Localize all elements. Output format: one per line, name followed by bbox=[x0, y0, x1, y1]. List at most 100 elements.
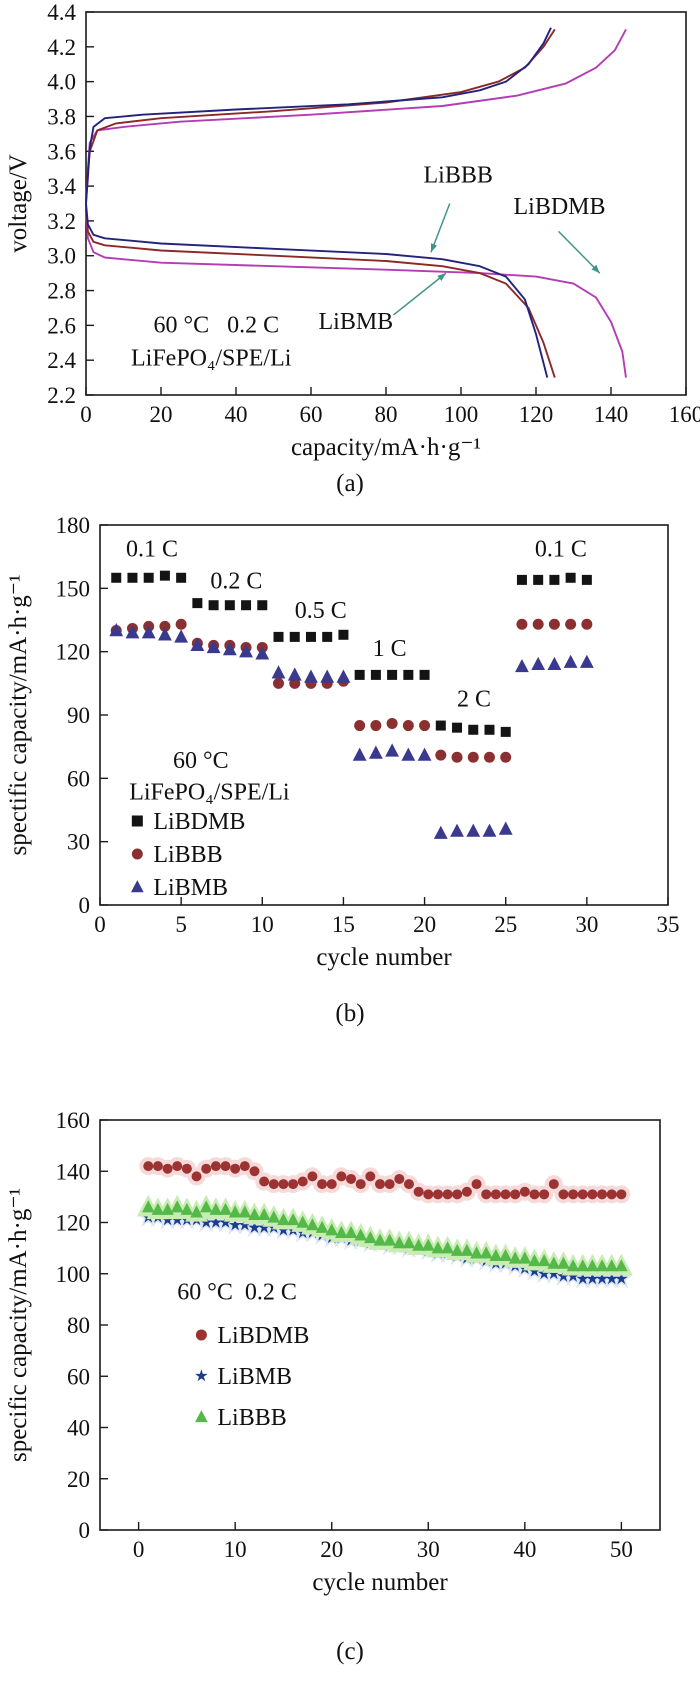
marker-star bbox=[605, 1272, 618, 1285]
annotation: 0.5 C bbox=[295, 598, 347, 624]
marker-star bbox=[537, 1267, 551, 1280]
marker-circle bbox=[201, 1163, 212, 1174]
marker-triangle bbox=[557, 1256, 570, 1269]
marker-triangle bbox=[417, 747, 432, 761]
x-tick-label: 0 bbox=[133, 1537, 145, 1562]
marker-triangle bbox=[170, 1200, 184, 1213]
marker-square bbox=[273, 631, 284, 642]
series-LiBBB charge bbox=[85, 27, 552, 204]
y-tick-label: 180 bbox=[56, 513, 91, 538]
marker-triangle bbox=[431, 1241, 445, 1254]
series-LiBDMB discharge bbox=[85, 213, 627, 378]
x-tick-label: 20 bbox=[320, 1537, 343, 1562]
marker-square bbox=[159, 570, 170, 581]
marker-triangle bbox=[385, 743, 400, 757]
marker-circle bbox=[239, 1161, 250, 1172]
marker-triangle bbox=[325, 1223, 339, 1236]
marker-circle bbox=[230, 1163, 241, 1174]
x-tick-label: 0 bbox=[80, 402, 92, 427]
marker-triangle bbox=[296, 1215, 310, 1228]
y-axis-label: voltage/V bbox=[5, 154, 32, 253]
marker-square bbox=[338, 629, 349, 640]
annotation-arrow bbox=[430, 203, 451, 253]
marker-triangle bbox=[489, 1248, 503, 1262]
annotation: 1 C bbox=[373, 636, 407, 662]
y-tick-label: 90 bbox=[67, 703, 90, 728]
panel-c: 0 10 20 30 40 50 0 20 40 60 80 100 120 140 160 cycle nu… bbox=[0, 1030, 700, 1704]
marker-triangle bbox=[433, 825, 448, 839]
marker-circle bbox=[402, 720, 414, 732]
y-tick-label: 2.8 bbox=[47, 279, 76, 304]
y-tick-label: 2.6 bbox=[47, 313, 76, 338]
marker-triangle bbox=[364, 1231, 377, 1244]
marker-circle bbox=[558, 1189, 569, 1200]
marker-circle bbox=[467, 751, 479, 763]
x-tick-label: 0 bbox=[94, 912, 106, 937]
marker-triangle bbox=[368, 745, 383, 759]
series-LiBBB discharge bbox=[85, 203, 549, 378]
marker-star bbox=[595, 1272, 609, 1285]
marker-square bbox=[500, 726, 511, 737]
marker-circle bbox=[606, 1189, 617, 1200]
marker-triangle bbox=[174, 629, 189, 643]
marker-circle bbox=[175, 618, 187, 630]
marker-triangle bbox=[255, 646, 270, 660]
marker-circle bbox=[131, 848, 143, 860]
marker-triangle bbox=[576, 1259, 590, 1272]
marker-circle bbox=[268, 1179, 279, 1190]
marker-triangle bbox=[206, 639, 221, 654]
marker-triangle bbox=[373, 1233, 387, 1246]
marker-square bbox=[131, 815, 143, 827]
marker-triangle bbox=[286, 1213, 300, 1226]
marker-circle bbox=[565, 618, 577, 630]
marker-circle bbox=[386, 717, 398, 729]
marker-triangle bbox=[180, 1202, 194, 1215]
marker-square bbox=[549, 574, 560, 585]
marker-triangle bbox=[315, 1220, 329, 1233]
annotation: 0.2 C bbox=[210, 568, 262, 594]
chart-a-voltage-capacity: 0 20 40 60 80 100 120 140 160 2.2 2.4 2.6 2.8 3.0 3.2 3… bbox=[5, 0, 700, 461]
x-tick-label: 5 bbox=[175, 912, 187, 937]
marker-circle bbox=[451, 751, 463, 763]
x-tick-label: 20 bbox=[150, 402, 173, 427]
marker-triangle bbox=[547, 656, 562, 671]
marker-star bbox=[195, 1369, 208, 1382]
marker-triangle bbox=[537, 1254, 551, 1267]
y-tick-label: 150 bbox=[56, 576, 91, 601]
marker-triangle bbox=[267, 1210, 281, 1223]
marker-circle bbox=[452, 1189, 463, 1200]
x-tick-label: 35 bbox=[657, 912, 680, 937]
marker-triangle bbox=[579, 654, 594, 668]
marker-triangle bbox=[344, 1225, 358, 1238]
y-tick-label: 40 bbox=[67, 1416, 90, 1441]
marker-circle bbox=[375, 1179, 385, 1190]
marker-triangle bbox=[131, 880, 144, 893]
marker-star bbox=[566, 1269, 580, 1282]
marker-triangle bbox=[141, 1200, 155, 1213]
annotation-arrow bbox=[557, 230, 601, 274]
marker-triangle bbox=[482, 823, 497, 837]
y-tick-label: 100 bbox=[56, 1262, 91, 1287]
marker-square bbox=[127, 572, 138, 583]
marker-triangle bbox=[238, 1205, 252, 1218]
marker-square bbox=[468, 724, 479, 735]
marker-star bbox=[277, 1223, 290, 1236]
marker-square bbox=[208, 600, 219, 611]
y-axis-label: spectific capacity/mA·h·g⁻¹ bbox=[5, 575, 32, 856]
marker-triangle bbox=[563, 654, 578, 668]
marker-circle bbox=[172, 1161, 183, 1172]
marker-star bbox=[576, 1272, 589, 1285]
marker-square bbox=[289, 631, 300, 642]
marker-triangle bbox=[306, 1218, 319, 1231]
marker-triangle bbox=[239, 644, 253, 658]
marker-square bbox=[241, 600, 252, 611]
marker-square bbox=[322, 631, 333, 642]
marker-triangle bbox=[531, 656, 546, 671]
marker-star bbox=[547, 1267, 561, 1280]
y-tick-label: 3.4 bbox=[47, 174, 76, 199]
marker-circle bbox=[220, 1161, 231, 1172]
marker-star bbox=[257, 1221, 271, 1233]
annotation: LiBMB bbox=[319, 309, 394, 335]
marker-square bbox=[516, 574, 527, 585]
x-tick-label: 100 bbox=[444, 402, 479, 427]
